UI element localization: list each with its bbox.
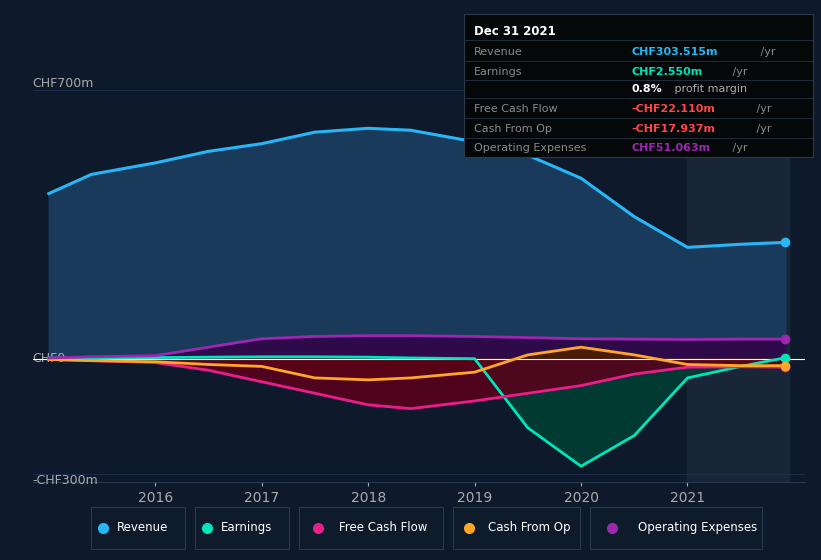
Text: Free Cash Flow: Free Cash Flow (339, 521, 428, 534)
Text: /yr: /yr (729, 67, 748, 77)
Text: CHF700m: CHF700m (32, 77, 94, 90)
Text: Earnings: Earnings (221, 521, 273, 534)
Text: -CHF22.110m: -CHF22.110m (631, 104, 715, 114)
Text: 0.8%: 0.8% (631, 84, 662, 94)
Text: /yr: /yr (729, 142, 748, 152)
Text: CHF0: CHF0 (32, 352, 66, 365)
Text: CHF303.515m: CHF303.515m (631, 47, 718, 57)
Text: /yr: /yr (757, 47, 776, 57)
Text: Revenue: Revenue (117, 521, 168, 534)
Text: Cash From Op: Cash From Op (488, 521, 571, 534)
Text: Revenue: Revenue (475, 47, 523, 57)
Text: -CHF17.937m: -CHF17.937m (631, 124, 715, 134)
Text: Dec 31 2021: Dec 31 2021 (475, 25, 556, 38)
Text: Operating Expenses: Operating Expenses (638, 521, 757, 534)
Text: Operating Expenses: Operating Expenses (475, 142, 587, 152)
Text: Free Cash Flow: Free Cash Flow (475, 104, 558, 114)
Text: -CHF300m: -CHF300m (32, 474, 98, 487)
Text: profit margin: profit margin (672, 84, 748, 94)
Text: CHF51.063m: CHF51.063m (631, 142, 710, 152)
Text: /yr: /yr (754, 104, 772, 114)
Text: /yr: /yr (754, 124, 772, 134)
Text: CHF2.550m: CHF2.550m (631, 67, 703, 77)
Text: Earnings: Earnings (475, 67, 523, 77)
Bar (687, 78, 789, 482)
Text: Cash From Op: Cash From Op (475, 124, 553, 134)
